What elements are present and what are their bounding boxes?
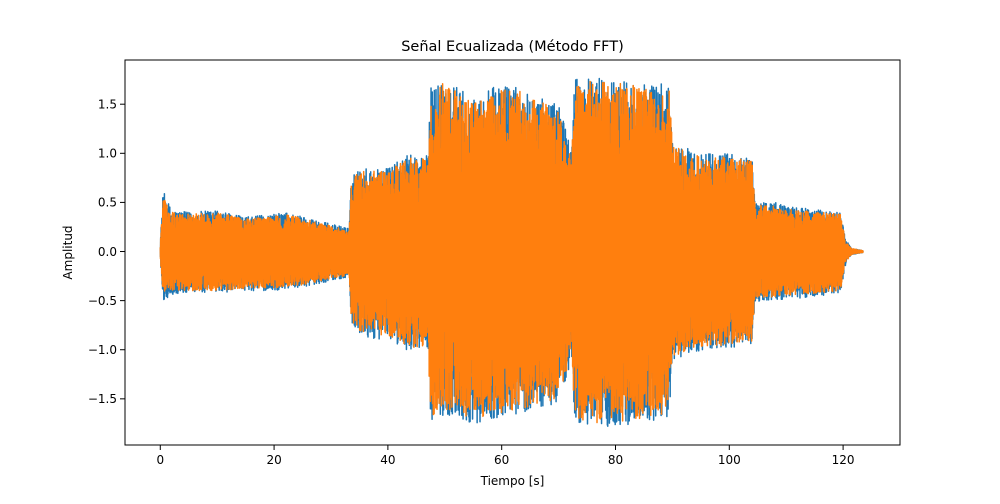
x-axis: 0 20 40 60 80 100 120: [156, 445, 855, 467]
y-tick-label: 1.5: [98, 97, 117, 111]
y-tick-label: 1.0: [98, 147, 117, 161]
y-tick-label: −1.0: [88, 343, 117, 357]
x-tick-label: 20: [266, 453, 281, 467]
x-tick-label: 80: [608, 453, 623, 467]
x-tick-label: 40: [380, 453, 395, 467]
y-axis: −1.5 −1.0 −0.5 0.0 0.5 1.0 1.5: [88, 97, 125, 406]
x-tick-label: 60: [494, 453, 509, 467]
chart-title: Señal Ecualizada (Método FFT): [401, 39, 624, 55]
y-tick-label: −1.5: [88, 392, 117, 406]
x-tick-label: 0: [156, 453, 164, 467]
y-tick-label: 0.0: [98, 245, 117, 259]
x-tick-label: 120: [832, 453, 855, 467]
series-layer: [159, 77, 864, 427]
y-tick-label: −0.5: [88, 294, 117, 308]
y-tick-label: 0.5: [98, 196, 117, 210]
signal-series-2-line: [159, 80, 864, 424]
y-axis-label: Amplitud: [61, 225, 75, 279]
x-tick-label: 100: [718, 453, 741, 467]
x-axis-label: Tiempo [s]: [480, 474, 545, 488]
plot-frame: [124, 59, 901, 446]
